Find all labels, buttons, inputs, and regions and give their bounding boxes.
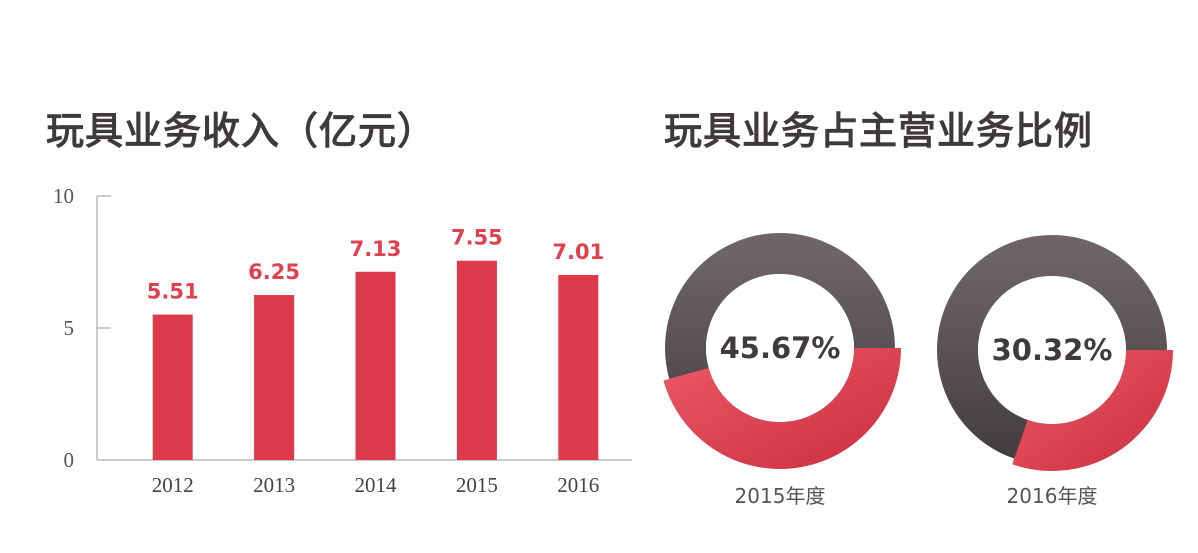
- bar-2015: [456, 260, 497, 460]
- donut-percent-label: 45.67%: [720, 331, 841, 365]
- bar-chart: 0 5 10 5.51 2012 6.25 2013 7.13 2014 7.55 2015 7.01…: [53, 184, 632, 497]
- donut-2015年度: 45.67% 2015年度: [663, 233, 901, 508]
- x-category-label: 2013: [253, 473, 295, 497]
- x-category-label: 2015: [456, 473, 498, 497]
- y-tick-label: 10: [53, 184, 74, 208]
- donut-hole: [706, 274, 854, 422]
- bar-value-label: 7.13: [350, 237, 402, 261]
- bar-value-label: 7.55: [451, 226, 503, 250]
- x-category-label: 2016: [557, 473, 599, 497]
- donut-charts: 45.67% 2015年度 30.32% 2016年度: [663, 233, 1173, 508]
- donut-percent-label: 30.32%: [992, 333, 1113, 367]
- bar-chart-title: 玩具业务收入（亿元）: [46, 109, 437, 153]
- donut-value-arc: [1012, 350, 1173, 471]
- bar-value-label: 7.01: [552, 240, 604, 264]
- donut-chart-title: 玩具业务占主营业务比例: [664, 109, 1094, 153]
- donut-caption: 2016年度: [1007, 484, 1098, 508]
- bar-2012: [152, 314, 193, 460]
- donut-value-arc: [663, 348, 901, 469]
- y-tick-label: 5: [64, 316, 75, 340]
- bar-value-label: 5.51: [147, 280, 199, 304]
- donut-hole: [978, 276, 1126, 424]
- bar-2014: [355, 271, 396, 460]
- bar-2013: [254, 295, 295, 460]
- y-tick-label: 0: [64, 448, 75, 472]
- x-category-label: 2014: [355, 473, 398, 497]
- donut-2016年度: 30.32% 2016年度: [937, 235, 1173, 508]
- x-category-label: 2012: [152, 473, 194, 497]
- bar-2016: [558, 274, 599, 460]
- bar-value-label: 6.25: [248, 260, 300, 284]
- donut-caption: 2015年度: [735, 484, 826, 508]
